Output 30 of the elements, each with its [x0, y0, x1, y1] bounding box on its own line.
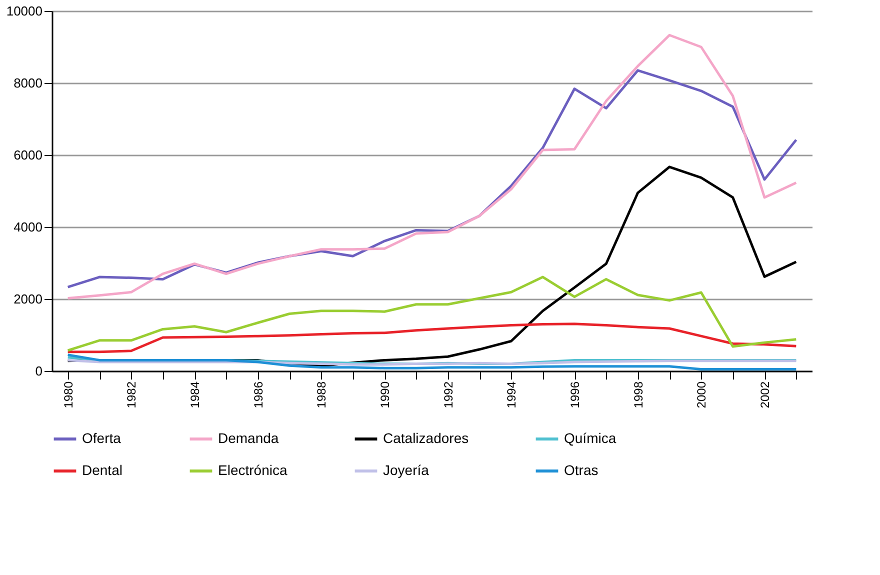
legend-label: Dental: [82, 462, 122, 478]
line-series: [66, 34, 798, 300]
line-series: [66, 354, 798, 370]
x-tick-label: 1996: [568, 381, 582, 408]
x-tick-label: 1982: [124, 381, 139, 408]
legend-label: Otras: [564, 462, 598, 478]
legend-label: Catalizadores: [383, 430, 469, 446]
legend-label: Joyería: [383, 462, 430, 478]
x-tick-label: 1992: [441, 381, 456, 408]
x-tick-label: 1980: [61, 381, 76, 408]
y-tick-label: 4000: [14, 220, 42, 234]
x-tick-label: 2002: [758, 381, 772, 408]
y-tick-label: 8000: [14, 76, 42, 90]
legend-label: Electrónica: [218, 462, 288, 478]
x-tick-label: 1988: [314, 381, 329, 408]
x-tick-label: 2000: [694, 381, 709, 408]
legend-label: Química: [564, 430, 616, 446]
y-tick-label: 6000: [14, 148, 42, 162]
y-tick-label: 0: [35, 364, 42, 378]
x-tick-label: 1998: [631, 381, 646, 408]
x-tick-label: 1994: [504, 381, 519, 408]
y-tick-label: 10000: [6, 4, 42, 18]
legend-label: Oferta: [82, 430, 122, 446]
line-series: [66, 276, 798, 352]
x-tick-label: 1984: [188, 381, 202, 408]
line-series: [66, 322, 798, 354]
x-tick-label: 1986: [251, 381, 266, 408]
y-tick-label: 2000: [14, 292, 42, 306]
x-tick-label: 1990: [378, 381, 392, 408]
legend-label: Demanda: [218, 430, 279, 446]
